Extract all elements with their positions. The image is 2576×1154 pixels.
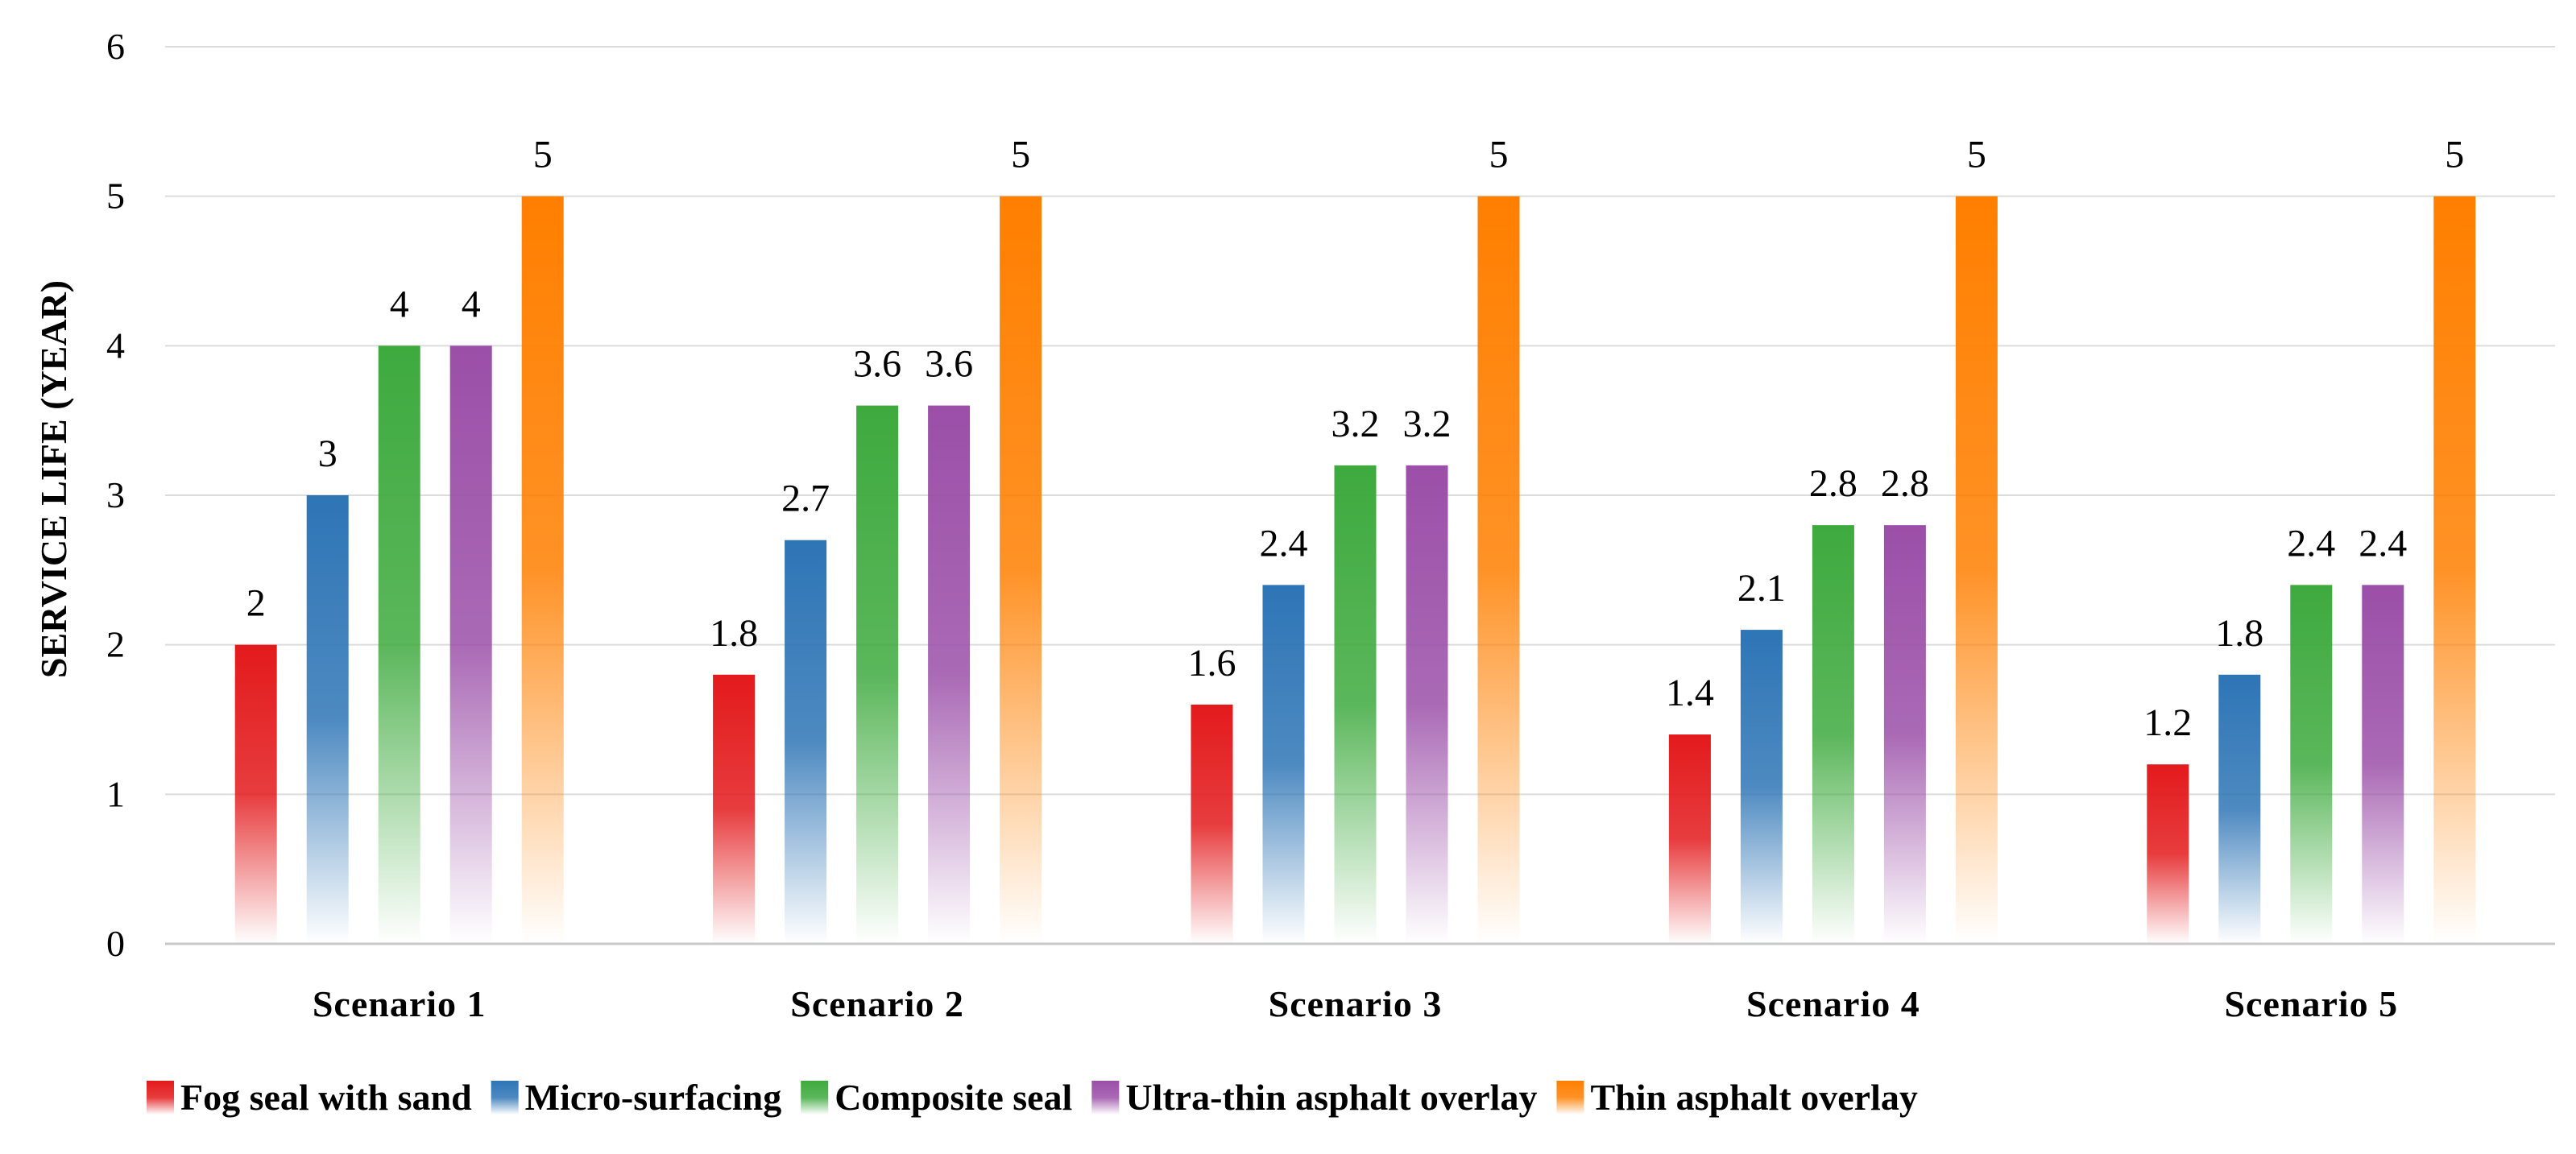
- x-category-label: Scenario 2: [790, 983, 964, 1024]
- data-label: 1.4: [1666, 672, 1714, 714]
- y-tick-label: 4: [106, 325, 125, 366]
- bar: [378, 345, 420, 944]
- bar: [234, 644, 277, 944]
- bar: [1955, 196, 1998, 944]
- bar: [1000, 196, 1042, 944]
- x-category-label: Scenario 5: [2224, 983, 2398, 1024]
- data-label: 2.4: [2359, 522, 2407, 565]
- legend-swatch: [147, 1081, 174, 1115]
- legend-swatch: [491, 1081, 519, 1115]
- bar: [2362, 585, 2404, 944]
- data-label: 1.2: [2143, 701, 2192, 744]
- data-label: 2: [246, 582, 266, 625]
- bar: [521, 196, 564, 944]
- bar: [856, 405, 899, 945]
- data-label: 1.8: [2215, 612, 2263, 655]
- bar: [1740, 630, 1783, 944]
- data-label: 3: [318, 432, 338, 475]
- x-category-label: Scenario 4: [1746, 983, 1920, 1024]
- bar: [1883, 525, 1926, 944]
- data-label: 2.4: [1260, 522, 1308, 565]
- data-label: 5: [1489, 134, 1509, 176]
- bar: [713, 674, 756, 944]
- data-label: 3.2: [1331, 403, 1380, 445]
- y-axis-title: SERVICE LIFE (YEAR): [33, 280, 74, 678]
- data-labels: 2 3 4 4 5 1.8 2.7 3.6 3.6 5 1.6 2.4 3.2 3.2 5 1.4 2.1 2.8…: [246, 134, 2465, 745]
- data-label: 5: [1011, 134, 1030, 176]
- y-tick-label: 2: [106, 624, 125, 665]
- legend-label: Thin asphalt overlay: [1590, 1077, 1917, 1118]
- y-axis-ticks: 0 1 2 3 4 5 6: [106, 26, 125, 964]
- bar: [1334, 465, 1377, 944]
- data-label: 5: [2445, 134, 2464, 176]
- legend-swatch: [1556, 1081, 1584, 1115]
- bar: [449, 345, 492, 944]
- legend-swatch: [801, 1081, 829, 1115]
- legend-label: Fog seal with sand: [180, 1077, 472, 1118]
- bars: [234, 196, 2476, 945]
- legend-swatch: [1091, 1081, 1120, 1115]
- data-label: 2.7: [781, 478, 830, 520]
- bar: [2147, 764, 2189, 944]
- x-axis-categories: Scenario 1 Scenario 2 Scenario 3 Scenario 4…: [313, 983, 2398, 1024]
- bar: [1406, 465, 1448, 944]
- bar: [2290, 585, 2333, 944]
- data-label: 4: [462, 283, 481, 325]
- y-tick-label: 1: [106, 773, 125, 814]
- data-label: 2.8: [1881, 462, 1929, 505]
- legend-label: Composite seal: [835, 1077, 1072, 1118]
- bar: [2218, 674, 2261, 944]
- legend: Fog seal with sand Micro-surfacing Composi…: [147, 1077, 1918, 1118]
- data-label: 2.1: [1737, 567, 1786, 610]
- data-label: 2.4: [2287, 522, 2335, 565]
- y-tick-label: 5: [106, 176, 125, 217]
- bar: [1191, 704, 1233, 944]
- data-label: 3.2: [1403, 403, 1452, 445]
- bar: [1668, 734, 1711, 944]
- data-label: 3.6: [925, 343, 973, 386]
- data-label: 2.8: [1809, 462, 1857, 505]
- bar: [928, 405, 971, 945]
- bar: [1262, 585, 1305, 944]
- y-tick-label: 0: [106, 923, 125, 964]
- y-tick-label: 6: [106, 26, 125, 67]
- data-label: 5: [533, 134, 553, 176]
- legend-label: Ultra-thin asphalt overlay: [1125, 1077, 1537, 1118]
- bar: [785, 540, 827, 944]
- bar: [306, 495, 349, 944]
- x-category-label: Scenario 1: [313, 983, 487, 1024]
- bar: [1477, 196, 1520, 944]
- data-label: 4: [390, 283, 409, 325]
- legend-label: Micro-surfacing: [525, 1077, 782, 1118]
- bar: [2433, 196, 2476, 944]
- y-tick-label: 3: [106, 474, 125, 515]
- data-label: 1.8: [710, 612, 758, 655]
- data-label: 3.6: [853, 343, 901, 386]
- data-label: 1.6: [1188, 642, 1236, 685]
- x-category-label: Scenario 3: [1269, 983, 1443, 1024]
- bar: [1812, 525, 1854, 944]
- data-label: 5: [1967, 134, 1986, 176]
